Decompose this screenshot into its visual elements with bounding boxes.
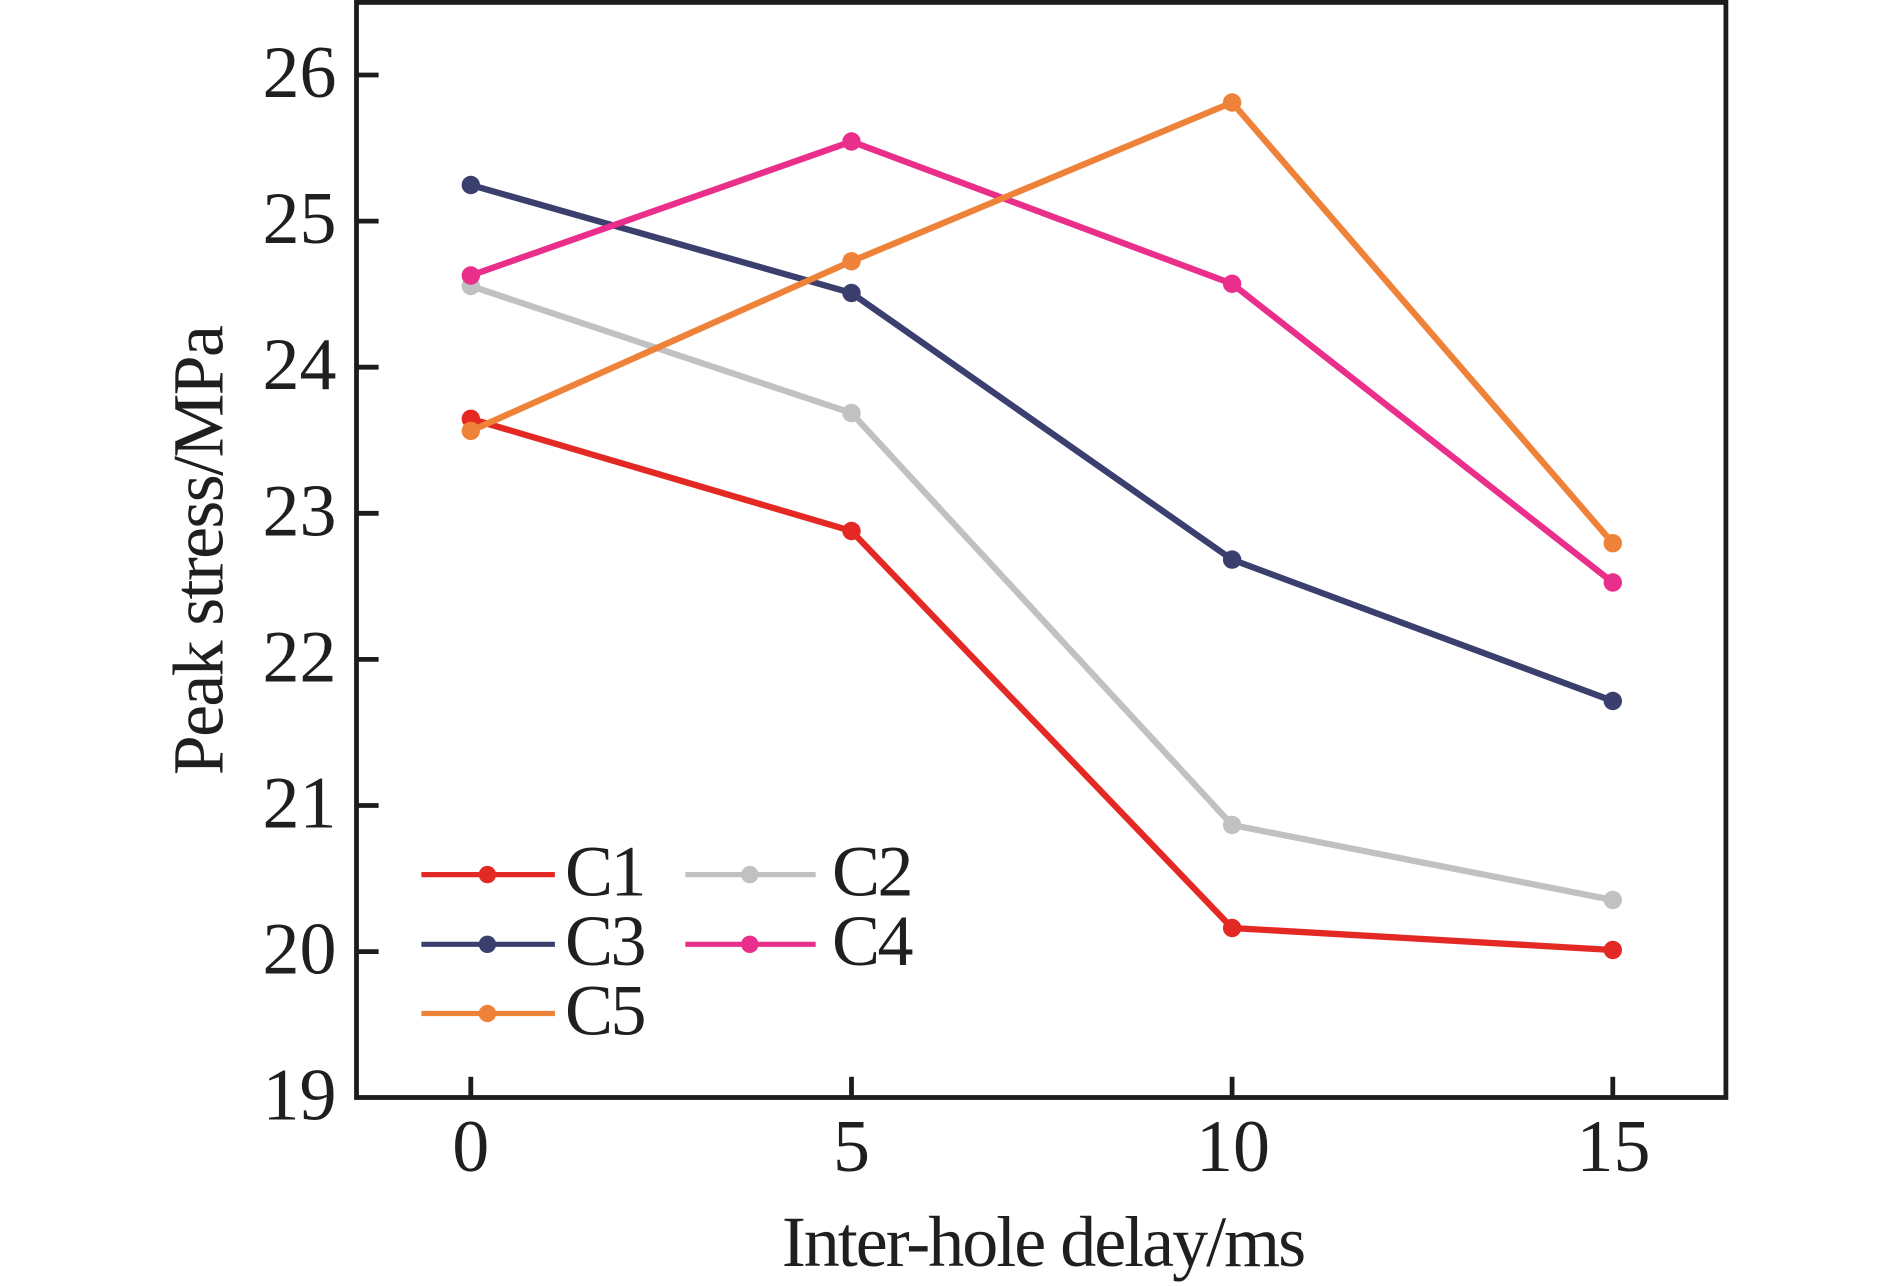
svg-text:Peak stress/MPa: Peak stress/MPa [159,326,239,775]
svg-text:C2: C2 [832,832,911,912]
svg-text:10: 10 [1196,1106,1270,1188]
svg-text:5: 5 [833,1106,870,1188]
svg-text:C3: C3 [565,901,645,981]
svg-text:Inter-hole delay/ms: Inter-hole delay/ms [782,1202,1304,1282]
svg-text:24: 24 [263,324,337,406]
svg-text:0: 0 [452,1106,489,1188]
svg-text:C4: C4 [832,901,913,981]
svg-text:21: 21 [263,763,337,845]
svg-text:25: 25 [263,178,337,260]
svg-text:22: 22 [263,616,337,698]
svg-text:26: 26 [263,32,337,114]
svg-text:20: 20 [263,909,337,991]
svg-text:C1: C1 [565,832,644,912]
svg-text:23: 23 [263,470,337,552]
svg-text:19: 19 [263,1055,337,1137]
svg-text:15: 15 [1577,1106,1651,1188]
svg-text:C5: C5 [565,970,645,1050]
